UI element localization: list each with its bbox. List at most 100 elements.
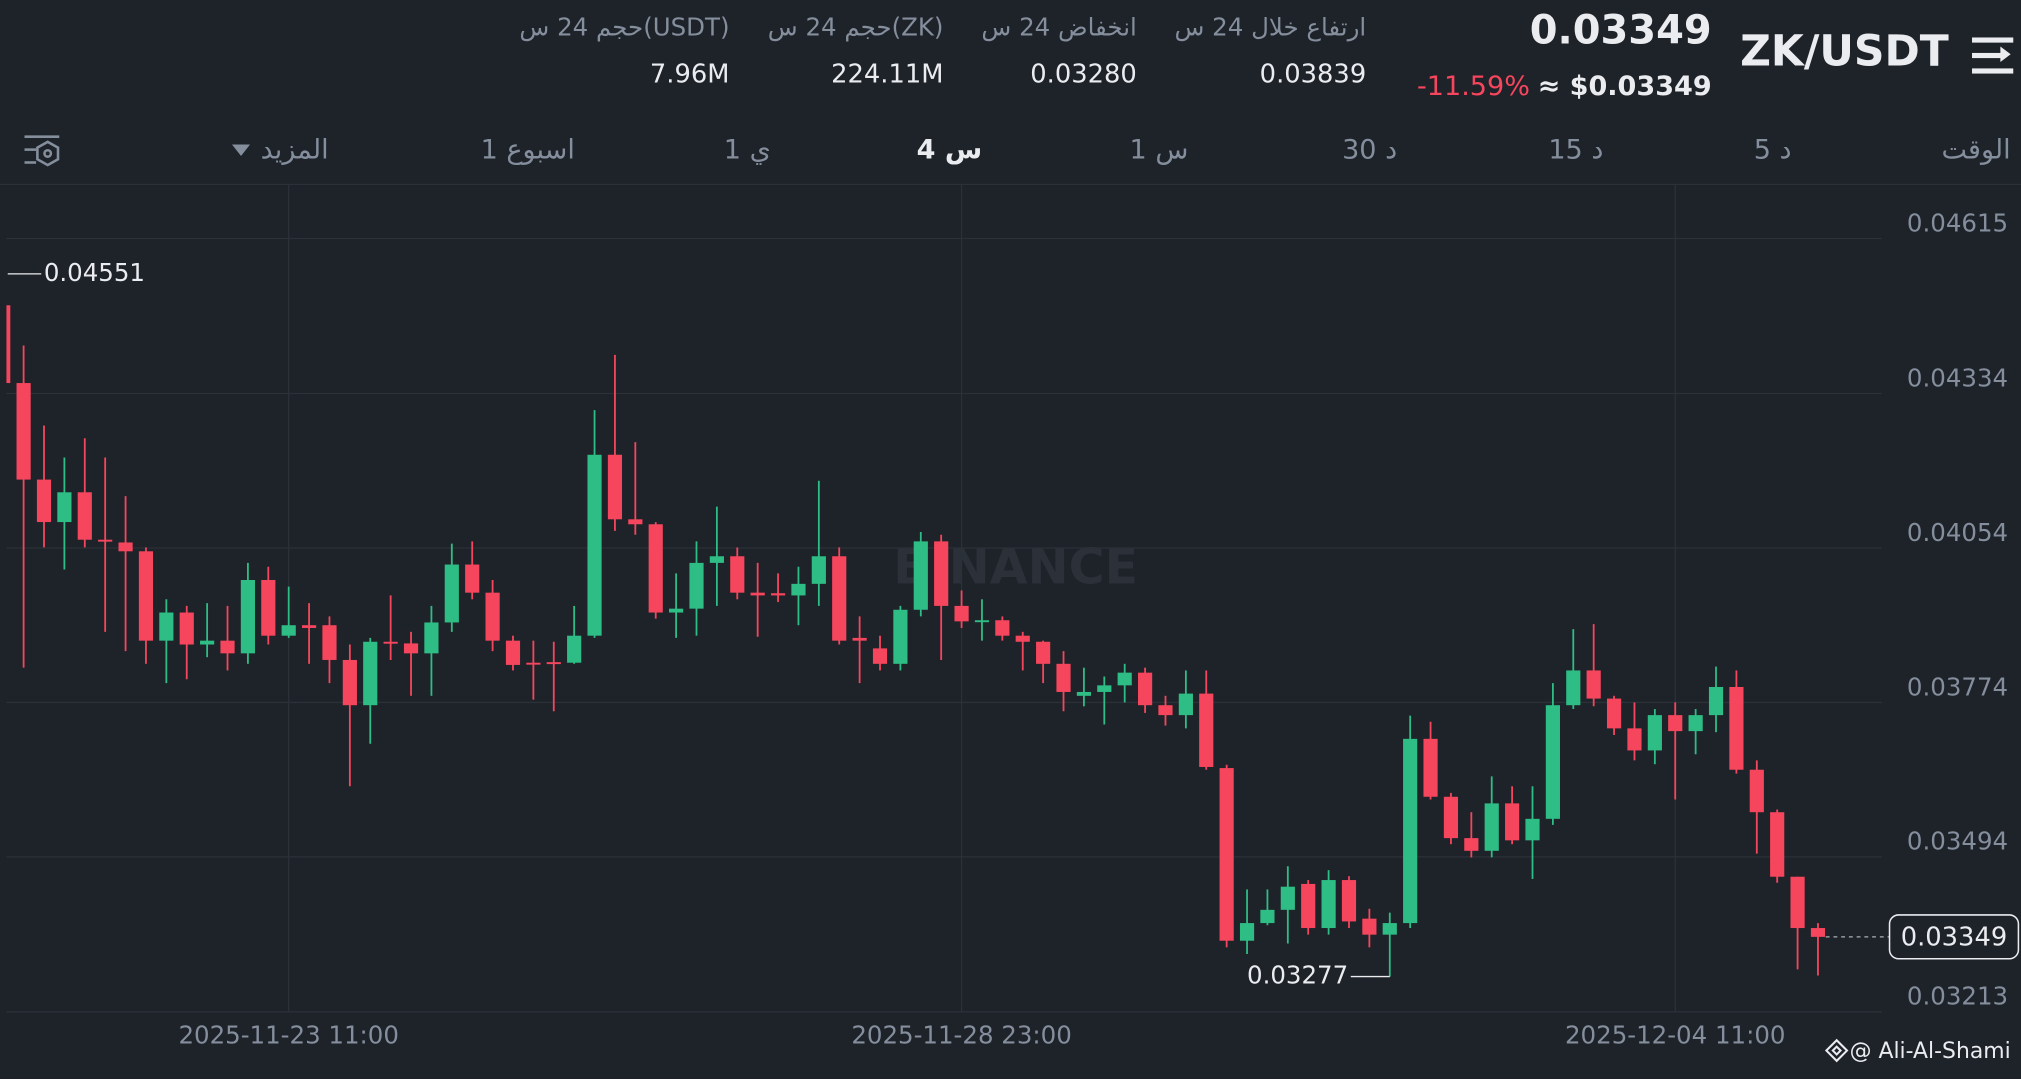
dropdown-arrow[interactable] bbox=[232, 144, 251, 157]
candle-body bbox=[1464, 838, 1479, 851]
candle-body bbox=[1708, 686, 1724, 716]
menu-icon[interactable] bbox=[1972, 37, 2014, 74]
candle-body bbox=[36, 479, 52, 523]
candle-body bbox=[587, 454, 602, 636]
candle-body bbox=[118, 542, 133, 552]
candle-body bbox=[1382, 923, 1397, 935]
stat-label: ارتفاع خلال 24 س bbox=[1175, 12, 1367, 41]
candle-body bbox=[1362, 918, 1377, 935]
footer: @ Ali-Al-Shami bbox=[1850, 1039, 2011, 1064]
candle-body bbox=[1015, 635, 1030, 642]
candle-body bbox=[1260, 909, 1275, 924]
candle-body bbox=[1525, 818, 1540, 841]
candle-body bbox=[6, 305, 11, 384]
last-price-box bbox=[1888, 914, 2020, 960]
stat-value: 224.11M bbox=[831, 59, 943, 89]
candle-body bbox=[832, 556, 847, 641]
timeframe-tab[interactable]: 1 س bbox=[1130, 134, 1189, 165]
candle-body bbox=[1280, 886, 1295, 910]
timeframe-tab[interactable]: 30 د bbox=[1342, 134, 1397, 165]
candle-body bbox=[1036, 641, 1051, 664]
min-label: 0.03277 bbox=[1247, 961, 1348, 990]
candle-body bbox=[1545, 705, 1560, 819]
timeframe-tab[interactable]: 1 ي bbox=[724, 134, 771, 165]
timeframe-tab[interactable]: 4 س bbox=[917, 134, 983, 165]
candle-body bbox=[1443, 796, 1459, 839]
candle-body bbox=[934, 541, 949, 606]
candle-body bbox=[730, 556, 745, 593]
candle-body bbox=[1647, 715, 1662, 751]
candle-body bbox=[1321, 880, 1336, 929]
candle-body bbox=[811, 556, 826, 584]
candle-body bbox=[77, 492, 92, 540]
usd-price: ≈ $0.03349 bbox=[1538, 71, 1712, 102]
candle-body bbox=[872, 648, 888, 664]
candle-body bbox=[200, 640, 215, 645]
candle-body bbox=[1097, 685, 1112, 692]
candle-body bbox=[1668, 715, 1683, 732]
candle-body bbox=[750, 592, 765, 596]
candle-body bbox=[648, 524, 663, 613]
candle-body bbox=[1505, 803, 1520, 841]
candle-body bbox=[1341, 880, 1357, 922]
candle-body bbox=[791, 583, 806, 596]
candle-body bbox=[1423, 738, 1438, 797]
candle-body bbox=[1403, 738, 1418, 924]
candle-body bbox=[1586, 670, 1601, 699]
candle-body bbox=[1810, 928, 1826, 937]
timeframe-tab[interactable]: 1 اسبوع bbox=[481, 134, 575, 165]
candle-body bbox=[546, 662, 561, 665]
candle-body bbox=[1137, 672, 1153, 706]
settings-icon[interactable] bbox=[24, 135, 60, 167]
candle-body bbox=[16, 383, 31, 480]
toolbar: الوقت 5 د 15 د 30 د 1 س 4 س 1 ي 1 اسبوع المزيد bbox=[232, 134, 2011, 165]
candle-body bbox=[1688, 715, 1703, 732]
stat-label: انخفاض 24 س bbox=[981, 12, 1136, 41]
stat-value: 0.03280 bbox=[1030, 59, 1137, 89]
candle-body bbox=[1199, 693, 1214, 767]
candle-body bbox=[1729, 686, 1744, 770]
timeframe-tab[interactable]: الوقت bbox=[1941, 134, 2010, 165]
candle-body bbox=[363, 641, 378, 706]
candle-body bbox=[1178, 693, 1193, 716]
candle-body bbox=[403, 643, 419, 654]
candle-body bbox=[526, 662, 541, 665]
watermark: BINANCE bbox=[893, 538, 1138, 595]
candle-body bbox=[1484, 803, 1499, 851]
x-tick-label: 2025-11-23 11:00 bbox=[178, 1020, 398, 1049]
candle-body bbox=[974, 620, 990, 623]
chart: 0.04615 0.04334 0.04054 0.03774 0.03494 0.032… bbox=[0, 183, 2021, 1049]
candle-body bbox=[1606, 698, 1622, 729]
price: 0.03349 bbox=[1530, 7, 1712, 53]
candle-body bbox=[1770, 812, 1785, 877]
candle-body bbox=[485, 592, 500, 641]
candle-body bbox=[954, 605, 969, 622]
candle-body bbox=[852, 637, 867, 641]
candle-body bbox=[669, 608, 684, 613]
pair[interactable]: ZK/USDT bbox=[1740, 28, 1949, 77]
candle-body bbox=[607, 454, 623, 520]
candle-body bbox=[444, 564, 459, 623]
candle-body bbox=[893, 609, 908, 664]
stat-value: 0.03839 bbox=[1260, 59, 1367, 89]
y-tick-label: 0.03213 bbox=[1907, 982, 2008, 1011]
timeframe-tab[interactable]: 15 د bbox=[1548, 134, 1603, 165]
timeframe-tab[interactable]: 5 د bbox=[1754, 134, 1792, 165]
candle-body bbox=[1749, 769, 1764, 813]
candles bbox=[6, 305, 1826, 977]
last-price-label: 0.03349 bbox=[1901, 923, 2008, 953]
candle-body bbox=[179, 612, 194, 645]
candle-body bbox=[261, 579, 276, 636]
candle-body bbox=[98, 539, 113, 542]
candle-body bbox=[322, 625, 337, 660]
candle-body bbox=[709, 556, 724, 563]
y-tick-label: 0.04334 bbox=[1907, 363, 2008, 392]
candle-body bbox=[424, 622, 439, 654]
candle-body bbox=[383, 641, 398, 644]
candle-body bbox=[1790, 876, 1805, 929]
candle-body bbox=[770, 593, 786, 596]
timeframe-tab[interactable]: المزيد bbox=[261, 134, 329, 165]
